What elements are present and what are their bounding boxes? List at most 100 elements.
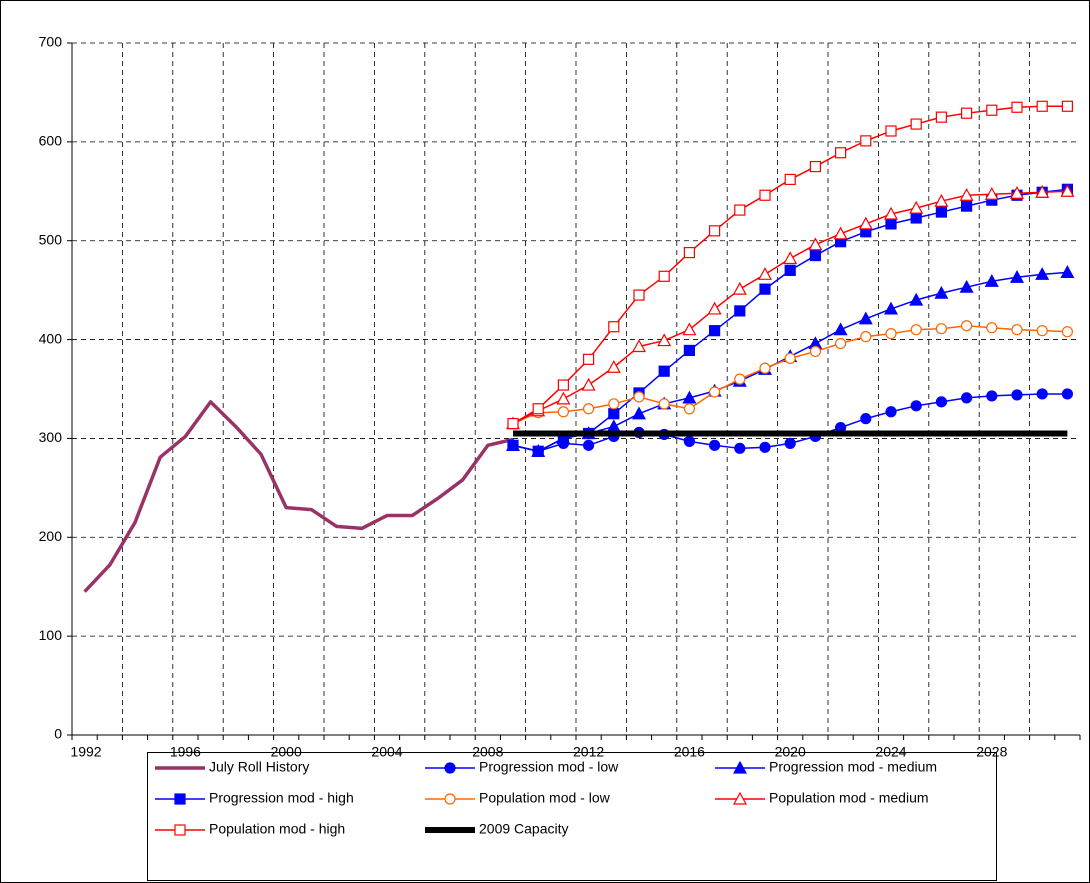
legend-label: Progression mod - high <box>209 790 354 806</box>
marker <box>1011 101 1023 113</box>
marker <box>986 322 998 334</box>
x-tick-label: 2012 <box>573 744 604 760</box>
marker <box>732 791 748 805</box>
marker <box>860 413 872 425</box>
y-tick-label: 300 <box>39 429 63 445</box>
marker <box>582 439 595 451</box>
marker <box>784 437 796 449</box>
marker <box>657 333 672 347</box>
marker <box>910 212 922 224</box>
marker <box>1061 326 1074 338</box>
marker <box>532 445 544 457</box>
marker <box>757 267 773 280</box>
marker <box>960 200 973 212</box>
marker <box>910 400 922 412</box>
marker <box>683 435 696 447</box>
marker <box>682 390 697 404</box>
y-tick-label: 500 <box>39 231 63 247</box>
marker <box>1061 100 1074 112</box>
marker <box>934 193 949 207</box>
marker <box>658 365 670 377</box>
marker <box>1036 100 1048 112</box>
marker <box>809 249 822 262</box>
marker <box>959 279 974 293</box>
marker <box>1011 324 1023 336</box>
marker <box>784 264 796 276</box>
marker <box>633 391 645 403</box>
marker <box>960 320 973 332</box>
marker <box>834 147 847 159</box>
x-tick-label: 2016 <box>674 744 705 760</box>
marker <box>935 396 948 408</box>
x-tick-label: 2024 <box>875 744 906 760</box>
marker <box>784 352 796 364</box>
marker <box>759 189 771 201</box>
marker <box>732 760 748 774</box>
marker <box>582 353 595 365</box>
x-tick-label: 2000 <box>271 744 302 760</box>
y-tick-label: 600 <box>39 133 63 149</box>
marker <box>1060 184 1075 197</box>
marker <box>858 216 873 230</box>
marker <box>934 285 949 299</box>
marker <box>1009 270 1025 283</box>
marker <box>960 107 973 119</box>
marker <box>532 403 544 415</box>
marker <box>708 225 721 237</box>
marker <box>935 111 948 123</box>
marker <box>507 439 519 451</box>
marker <box>633 289 645 301</box>
marker <box>582 403 595 415</box>
marker <box>883 301 899 315</box>
marker <box>885 406 897 418</box>
legend-label: Population mod - low <box>479 790 611 806</box>
marker <box>557 406 570 418</box>
marker <box>734 204 746 216</box>
marker <box>708 439 721 451</box>
marker <box>935 206 948 218</box>
marker <box>1036 325 1048 337</box>
y-tick-label: 100 <box>39 627 63 643</box>
marker <box>174 793 186 805</box>
marker <box>556 391 571 405</box>
series-line <box>83 400 514 593</box>
x-tick-label: 1996 <box>170 744 201 760</box>
marker <box>986 104 998 116</box>
marker <box>1061 388 1074 400</box>
marker <box>808 237 823 251</box>
marker <box>1036 388 1048 400</box>
marker <box>608 321 620 333</box>
x-tick-label: 2004 <box>371 744 402 760</box>
marker <box>984 186 999 200</box>
marker <box>833 322 848 336</box>
marker <box>707 301 722 315</box>
marker <box>734 305 746 317</box>
legend-label: Progression mod - low <box>479 759 619 775</box>
marker <box>986 390 998 402</box>
y-tick-label: 200 <box>39 528 63 544</box>
y-tick-label: 700 <box>39 34 63 50</box>
x-tick-label: 1992 <box>70 744 101 760</box>
marker <box>507 418 519 430</box>
marker <box>910 324 922 336</box>
marker <box>909 200 924 214</box>
x-tick-label: 2020 <box>775 744 806 760</box>
marker <box>708 386 721 398</box>
marker <box>658 398 670 410</box>
marker <box>444 793 456 805</box>
legend-label: 2009 Capacity <box>479 821 569 837</box>
legend-label: Progression mod - medium <box>769 759 937 775</box>
x-tick-label: 2008 <box>472 744 503 760</box>
marker <box>734 373 746 385</box>
marker <box>885 218 897 230</box>
y-tick-label: 0 <box>54 726 62 742</box>
marker <box>608 408 620 420</box>
marker <box>759 283 771 295</box>
y-tick-label: 400 <box>39 330 63 346</box>
marker <box>1035 267 1050 280</box>
marker <box>833 226 848 240</box>
marker <box>784 173 796 186</box>
legend-label: Population mod - high <box>209 821 345 837</box>
